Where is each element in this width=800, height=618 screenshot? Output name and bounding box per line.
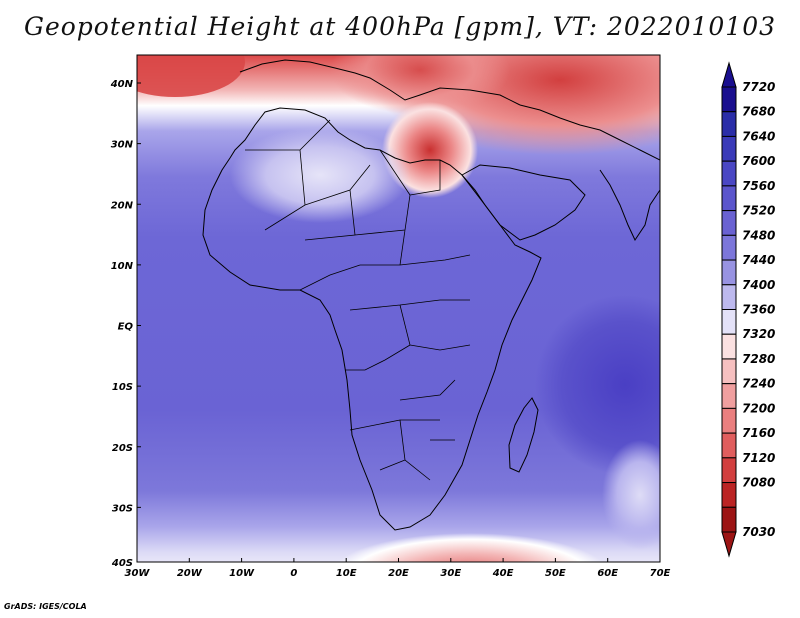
colorbar-label: 7200 bbox=[742, 401, 775, 415]
longitude-axis: 30W 20W 10W 0 10E 20E 30E 40E 50E 60E 70E bbox=[125, 558, 671, 579]
colorbar-label: 7320 bbox=[742, 327, 775, 341]
colorbar-label: 7560 bbox=[742, 179, 775, 193]
colorbar-swatch bbox=[721, 86, 737, 113]
colorbar-swatch bbox=[721, 407, 737, 434]
lat-tick-label: 30N bbox=[111, 140, 134, 151]
colorbar-swatch bbox=[721, 284, 737, 310]
lon-tick-label: 30E bbox=[440, 568, 461, 579]
colorbar: 7720 7680 7640 7600 7560 7520 7480 7440 7400 7360… bbox=[721, 61, 775, 558]
colorbar-label: 7160 bbox=[742, 426, 775, 440]
colorbar-label: 7480 bbox=[742, 228, 775, 242]
lat-tick-label: 20N bbox=[111, 200, 134, 211]
colorbar-swatch bbox=[721, 432, 737, 459]
colorbar-label: 7720 bbox=[742, 80, 775, 94]
colorbar-label: 7640 bbox=[742, 129, 775, 143]
lat-tick-label: 20S bbox=[112, 443, 133, 454]
lon-tick-label: 20W bbox=[177, 568, 203, 579]
colorbar-bottom-arrow bbox=[721, 531, 737, 558]
colorbar-top-arrow bbox=[721, 61, 737, 88]
credit-label: GrADS: IGES/COLA bbox=[4, 602, 87, 611]
latitude-axis: 40N 30N 20N 10N EQ 10S 20S 30S 40S bbox=[110, 79, 141, 569]
colorbar-swatch bbox=[721, 506, 737, 533]
colorbar-swatch bbox=[721, 234, 737, 261]
colorbar-label: 7400 bbox=[742, 278, 775, 292]
lon-tick-label: 10W bbox=[229, 568, 255, 579]
lat-tick-label: 10N bbox=[111, 261, 134, 272]
colorbar-label: 7600 bbox=[742, 154, 775, 168]
colorbar-swatch bbox=[721, 309, 737, 335]
colorbar-label: 7030 bbox=[742, 525, 775, 539]
colorbar-swatch bbox=[721, 160, 737, 187]
madagascar-coastline bbox=[508, 397, 539, 473]
colorbar-label: 7360 bbox=[742, 303, 775, 317]
arabia-coastline bbox=[461, 164, 586, 241]
colorbar-swatch bbox=[721, 259, 737, 286]
map-title: Geopotential Height at 400hPa [gpm], VT:… bbox=[23, 12, 777, 41]
colorbar-swatch bbox=[721, 482, 737, 508]
colorbar-swatch bbox=[721, 210, 737, 236]
africa-coastline bbox=[202, 107, 542, 531]
lat-tick-label: 30S bbox=[112, 503, 133, 514]
colorbar-label: 7080 bbox=[742, 476, 775, 490]
colorbar-label: 7680 bbox=[742, 105, 775, 119]
coastlines bbox=[202, 59, 660, 531]
colorbar-swatch bbox=[721, 185, 737, 212]
lon-tick-label: 30W bbox=[125, 568, 151, 579]
lon-tick-label: 70E bbox=[650, 568, 671, 579]
colorbar-swatch bbox=[721, 358, 737, 385]
europe-coastline bbox=[239, 59, 521, 106]
colorbar-label: 7520 bbox=[742, 204, 775, 218]
colorbar-swatch bbox=[721, 457, 737, 484]
asia-coastline bbox=[519, 104, 660, 161]
lon-tick-label: 0 bbox=[290, 568, 297, 579]
colorbar-label: 7120 bbox=[742, 451, 775, 465]
lat-tick-label: 10S bbox=[112, 382, 133, 393]
lon-tick-label: 60E bbox=[597, 568, 618, 579]
height-field bbox=[137, 55, 660, 562]
lat-tick-label: EQ bbox=[118, 322, 134, 333]
lat-tick-label: 40S bbox=[111, 558, 133, 569]
lon-tick-label: 40E bbox=[492, 568, 514, 579]
colorbar-label: 7240 bbox=[742, 377, 775, 391]
lon-tick-label: 10E bbox=[336, 568, 357, 579]
india-coastline bbox=[599, 169, 660, 242]
colorbar-swatch bbox=[721, 111, 737, 137]
colorbar-swatch bbox=[721, 333, 737, 360]
colorbar-label: 7440 bbox=[742, 253, 775, 267]
lon-tick-label: 20E bbox=[388, 568, 409, 579]
colorbar-swatch bbox=[721, 383, 737, 409]
lon-tick-label: 50E bbox=[545, 568, 566, 579]
country-borders bbox=[245, 119, 471, 481]
colorbar-label: 7280 bbox=[742, 352, 775, 366]
colorbar-swatch bbox=[721, 135, 737, 162]
lat-tick-label: 40N bbox=[110, 79, 134, 90]
